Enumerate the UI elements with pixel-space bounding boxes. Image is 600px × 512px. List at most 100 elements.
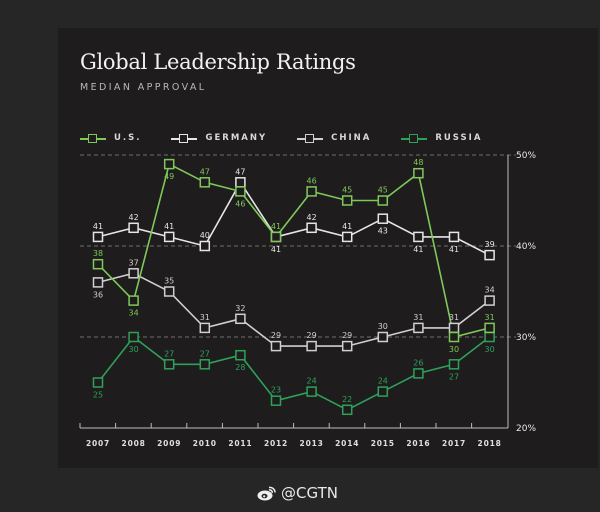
data-point-us — [377, 195, 389, 206]
footer-watermark: @CGTN — [257, 484, 338, 502]
data-point-china — [199, 322, 211, 334]
data-point-china — [448, 322, 460, 334]
legend-swatch-russia — [401, 133, 428, 143]
data-point-us — [270, 231, 282, 243]
data-label-us: 46 — [307, 176, 317, 185]
data-label-china: 29 — [342, 331, 352, 340]
data-label-us: 47 — [200, 167, 210, 176]
data-point-us — [306, 186, 317, 197]
data-point-germany — [163, 231, 175, 243]
legend-swatch-us — [80, 133, 106, 143]
y-tick-label: 30% — [516, 333, 536, 343]
series-line-russia — [97, 335, 491, 411]
legend-item-germany[interactable]: GERMANY — [171, 133, 267, 143]
data-label-us: 30 — [449, 345, 459, 354]
x-tick-label: 2011 — [228, 439, 252, 448]
data-point-germany — [235, 177, 246, 188]
data-label-china: 30 — [378, 322, 388, 331]
data-point-germany — [377, 213, 389, 224]
data-point-china — [235, 313, 246, 325]
data-point-us — [484, 322, 495, 334]
data-label-china: 29 — [271, 331, 281, 340]
data-label-germany: 41 — [342, 222, 352, 231]
data-point-china — [413, 322, 424, 334]
data-point-us — [163, 158, 175, 170]
x-tick-label: 2014 — [335, 439, 359, 448]
data-label-germany: 42 — [307, 213, 317, 222]
legend-item-us[interactable]: U.S. — [80, 133, 141, 143]
data-point-china — [128, 268, 139, 279]
data-point-russia — [235, 349, 246, 361]
y-tick-label: 40% — [516, 242, 536, 252]
data-point-germany — [413, 231, 424, 243]
data-point-us — [199, 177, 211, 188]
data-point-russia — [199, 359, 211, 370]
data-point-russia — [448, 359, 460, 370]
chart-subtitle: MEDIAN APPROVAL — [80, 82, 207, 93]
chart-title: Global Leadership Ratings — [80, 50, 356, 74]
data-label-us: 31 — [485, 313, 495, 322]
data-point-us — [92, 258, 104, 270]
x-tick-label: 2010 — [193, 439, 217, 448]
data-point-russia — [377, 386, 389, 397]
data-label-russia: 24 — [307, 377, 317, 386]
data-label-russia: 27 — [164, 349, 174, 358]
data-label-china: 31 — [413, 313, 423, 322]
data-point-russia — [163, 359, 175, 370]
data-label-china: 29 — [307, 331, 317, 340]
legend-label-russia: RUSSIA — [435, 133, 483, 143]
legend-item-china[interactable]: CHINA — [297, 133, 371, 143]
data-point-us — [235, 186, 246, 197]
legend-label-china: CHINA — [331, 133, 372, 143]
data-point-russia — [128, 331, 139, 343]
legend-label-germany: GERMANY — [205, 133, 268, 143]
data-point-germany — [128, 222, 139, 234]
data-label-us: 34 — [129, 309, 139, 318]
weibo-icon — [257, 486, 276, 501]
series-line-china — [97, 272, 491, 347]
data-label-china: 34 — [485, 286, 495, 295]
data-point-china — [484, 295, 495, 306]
legend-swatch-china — [297, 133, 324, 143]
data-label-russia: 24 — [378, 377, 388, 386]
data-label-germany: 47 — [235, 167, 245, 176]
data-point-russia — [413, 368, 424, 379]
data-label-china: 37 — [129, 258, 139, 267]
data-point-china — [270, 340, 282, 352]
data-label-russia: 30 — [129, 345, 139, 354]
data-point-us — [413, 167, 424, 179]
data-point-germany — [341, 231, 353, 243]
data-label-germany: 41 — [449, 245, 459, 254]
data-label-russia: 28 — [235, 363, 245, 372]
data-point-us — [128, 295, 139, 306]
legend-item-russia[interactable]: RUSSIA — [401, 133, 482, 143]
data-label-us: 46 — [235, 199, 245, 208]
data-point-china — [341, 340, 353, 352]
x-tick-label: 2009 — [157, 439, 181, 448]
legend-label-us: U.S. — [114, 133, 142, 143]
data-label-china: 31 — [449, 313, 459, 322]
data-label-russia: 25 — [93, 391, 103, 400]
data-point-russia — [306, 386, 317, 397]
data-point-russia — [270, 395, 282, 406]
legend: U.S. GERMANY CHINA RUSSIA — [80, 131, 512, 145]
data-label-russia: 26 — [413, 358, 423, 367]
data-point-russia — [92, 377, 104, 388]
data-label-germany: 40 — [200, 231, 210, 240]
x-tick-label: 2008 — [122, 439, 146, 448]
series-line-germany — [97, 180, 490, 256]
data-label-germany: 43 — [378, 227, 388, 236]
data-label-germany: 41 — [93, 222, 103, 231]
data-point-china — [377, 331, 389, 343]
data-label-us: 45 — [342, 186, 352, 195]
data-label-germany: 42 — [129, 213, 139, 222]
y-tick-label: 50% — [516, 151, 536, 161]
data-label-germany: 41 — [413, 245, 423, 254]
data-point-russia — [484, 331, 495, 343]
data-label-germany: 41 — [164, 222, 174, 231]
data-point-china — [163, 286, 175, 297]
data-label-china: 36 — [93, 290, 103, 299]
x-tick-label: 2017 — [442, 439, 466, 448]
data-point-germany — [484, 249, 495, 261]
